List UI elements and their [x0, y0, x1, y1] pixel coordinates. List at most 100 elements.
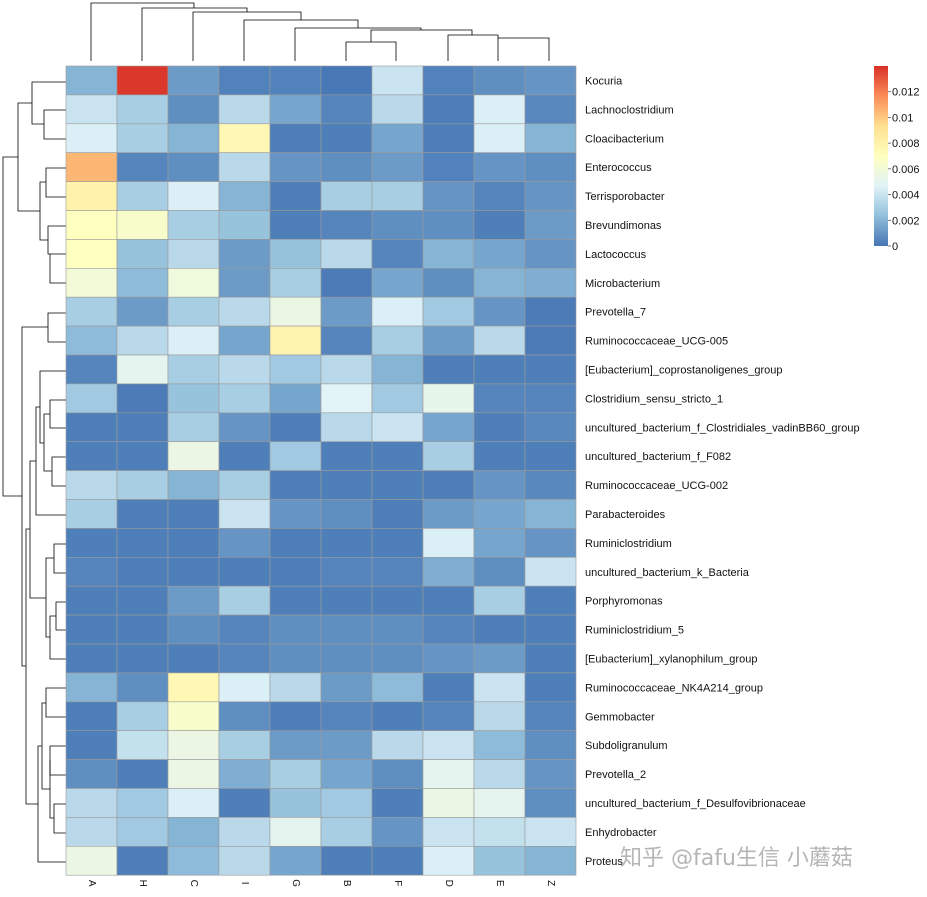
- color-legend: 0 0.002 0.004 0.006 0.008 0.01 0.012: [874, 66, 920, 253]
- heatmap-cell-Terrisporobacter-C: [167, 181, 220, 211]
- heatmap-cell-Lachnoclostridium-I: [218, 94, 271, 125]
- heatmap-cell-Ruminiclostridium-C: [167, 528, 220, 558]
- heatmap-cell-Cloacibacterium-E: [473, 123, 526, 154]
- heatmap-cell-Subdoligranulum-C: [167, 730, 220, 760]
- heatmap-cell-uncultured_bacterium_f_Clostridiales_vadinBB60_group-H: [116, 412, 169, 442]
- heatmap-cell-uncultured_bacterium_k_Bacteria-G: [269, 556, 322, 587]
- heatmap-cell-Kocuria-I: [218, 65, 271, 96]
- heatmap-cell-Lactococcus-C: [167, 239, 220, 269]
- heatmap-cell-Ruminococcaceae_NK4A214_group-B: [320, 672, 373, 703]
- heatmap-cell-Prevotella_7-H: [116, 296, 169, 327]
- heatmap-cell-uncultured_bacterium_k_Bacteria-C: [167, 556, 220, 587]
- legend-tick-label: 0.006: [892, 164, 920, 176]
- heatmap-cell-Ruminococcaceae_UCG-002-H: [116, 470, 169, 500]
- heatmap-cell-uncultured_bacterium_f_F082-A: [65, 441, 118, 471]
- heatmap-cell-Cloacibacterium-D: [422, 123, 475, 154]
- heatmap-cell-[Eubacterium]_xylanophilum_group-I: [218, 643, 271, 674]
- heatmap-cell-Ruminococcaceae_UCG-005-C: [167, 325, 220, 356]
- row-label: [Eubacterium]_coprostanoligenes_group: [585, 364, 783, 376]
- heatmap-cell-Ruminococcaceae_UCG-005-G: [269, 325, 322, 356]
- heatmap-cell-Ruminiclostridium-G: [269, 528, 322, 558]
- column-label: A: [86, 880, 97, 887]
- heatmap-cell-uncultured_bacterium_f_Desulfovibrionaceae-H: [116, 788, 169, 818]
- row-label: Prevotella_7: [585, 307, 646, 319]
- column-label: H: [137, 880, 148, 887]
- heatmap-cell-Proteus-Z: [524, 845, 577, 876]
- heatmap-cell-Parabacteroides-D: [422, 499, 475, 529]
- heatmap-cell-Ruminiclostridium-I: [218, 528, 271, 558]
- heatmap-cell-Subdoligranulum-Z: [524, 730, 577, 760]
- heatmap-cell-Terrisporobacter-D: [422, 181, 475, 211]
- row-labels: Kocuria Lachnoclostridium Cloacibacterium E…: [585, 75, 860, 867]
- heatmap-cell-Terrisporobacter-H: [116, 181, 169, 211]
- heatmap-cell-uncultured_bacterium_f_Clostridiales_vadinBB60_group-Z: [524, 412, 577, 442]
- row-label: Terrisporobacter: [585, 191, 665, 203]
- heatmap-cell-Enhydrobacter-G: [269, 817, 322, 847]
- heatmap-cell-Terrisporobacter-I: [218, 181, 271, 211]
- heatmap-cell-Parabacteroides-I: [218, 499, 271, 529]
- heatmap-cell-Brevundimonas-A: [65, 210, 118, 240]
- heatmap-cell-uncultured_bacterium_f_Clostridiales_vadinBB60_group-D: [422, 412, 475, 442]
- row-label: uncultured_bacterium_f_Desulfovibrionace…: [585, 798, 806, 810]
- heatmap-cell-Prevotella_7-E: [473, 296, 526, 327]
- heatmap-cell-Kocuria-B: [320, 65, 373, 96]
- heatmap-cell-Proteus-B: [320, 845, 373, 876]
- heatmap-cell-Prevotella_7-Z: [524, 296, 577, 327]
- heatmap-cell-Microbacterium-Z: [524, 267, 577, 298]
- heatmap-cell-uncultured_bacterium_f_Clostridiales_vadinBB60_group-C: [167, 412, 220, 442]
- heatmap-cell-Porphyromonas-F: [371, 585, 424, 616]
- heatmap-cell-Microbacterium-A: [65, 267, 118, 298]
- heatmap-cell-Proteus-D: [422, 845, 475, 876]
- heatmap-cell-Gemmobacter-G: [269, 701, 322, 731]
- heatmap-cell-[Eubacterium]_coprostanoligenes_group-D: [422, 354, 475, 385]
- heatmap-cell-Enterococcus-F: [371, 152, 424, 182]
- heatmap-cell-Proteus-A: [65, 845, 118, 876]
- heatmap-cell-Gemmobacter-I: [218, 701, 271, 731]
- heatmap-cell-Gemmobacter-F: [371, 701, 424, 731]
- heatmap-cell-Lachnoclostridium-E: [473, 94, 526, 125]
- heatmap-cell-[Eubacterium]_coprostanoligenes_group-A: [65, 354, 118, 385]
- heatmap-cell-Lachnoclostridium-A: [65, 94, 118, 125]
- row-label: Lactococcus: [585, 249, 647, 261]
- row-label: Porphyromonas: [585, 596, 663, 608]
- legend-tick-label: 0.012: [892, 87, 920, 99]
- heatmap-cell-Ruminiclostridium-F: [371, 528, 424, 558]
- heatmap-cell-Microbacterium-F: [371, 267, 424, 298]
- heatmap-cell-Brevundimonas-G: [269, 210, 322, 240]
- heatmap-cell-[Eubacterium]_xylanophilum_group-G: [269, 643, 322, 674]
- heatmap-cell-Terrisporobacter-F: [371, 181, 424, 211]
- heatmap-cell-Subdoligranulum-B: [320, 730, 373, 760]
- heatmap-cell-Lactococcus-I: [218, 239, 271, 269]
- heatmap-cell-Prevotella_7-G: [269, 296, 322, 327]
- heatmap-cell-Kocuria-E: [473, 65, 526, 96]
- column-label: Z: [545, 880, 556, 886]
- heatmap-cell-[Eubacterium]_xylanophilum_group-C: [167, 643, 220, 674]
- heatmap-cell-Brevundimonas-D: [422, 210, 475, 240]
- heatmap-cell-Ruminiclostridium_5-C: [167, 614, 220, 645]
- heatmap-cell-Ruminiclostridium-D: [422, 528, 475, 558]
- heatmap-cell-Prevotella_7-A: [65, 296, 118, 327]
- heatmap-cell-uncultured_bacterium_f_Desulfovibrionaceae-F: [371, 788, 424, 818]
- row-label: Ruminococcaceae_UCG-002: [585, 480, 728, 492]
- heatmap-cell-Kocuria-A: [65, 65, 118, 96]
- heatmap-cell-Parabacteroides-H: [116, 499, 169, 529]
- heatmap-cell-Porphyromonas-B: [320, 585, 373, 616]
- row-label: Ruminococcaceae_NK4A214_group: [585, 682, 763, 694]
- row-label: Gemmobacter: [585, 711, 655, 723]
- heatmap-cell-Prevotella_7-I: [218, 296, 271, 327]
- heatmap-cell-Microbacterium-H: [116, 267, 169, 298]
- heatmap-cell-uncultured_bacterium_k_Bacteria-F: [371, 556, 424, 587]
- row-label: Ruminiclostridium: [585, 538, 672, 550]
- heatmap-cell-uncultured_bacterium_f_Clostridiales_vadinBB60_group-A: [65, 412, 118, 442]
- heatmap-cell-Kocuria-H: [116, 65, 169, 96]
- heatmap-cell-Lachnoclostridium-Z: [524, 94, 577, 125]
- heatmap-cell-Proteus-G: [269, 845, 322, 876]
- heatmap-cell-Subdoligranulum-A: [65, 730, 118, 760]
- heatmap-cell-Ruminiclostridium_5-Z: [524, 614, 577, 645]
- heatmap-cell-Enhydrobacter-Z: [524, 817, 577, 847]
- heatmap-cell-Ruminococcaceae_UCG-005-F: [371, 325, 424, 356]
- heatmap-cell-Ruminococcaceae_UCG-005-H: [116, 325, 169, 356]
- heatmap-cell-Kocuria-G: [269, 65, 322, 96]
- heatmap-cell-Ruminococcaceae_NK4A214_group-I: [218, 672, 271, 703]
- column-label: B: [341, 880, 352, 887]
